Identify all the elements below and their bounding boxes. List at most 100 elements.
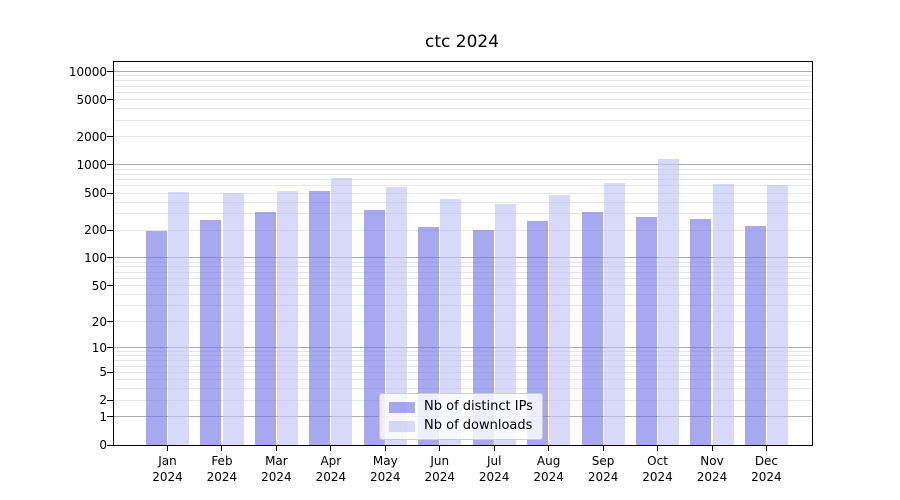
x-axis-tick <box>765 445 767 451</box>
x-axis-tick-label: Sep 2024 <box>587 454 619 484</box>
gridline-minor <box>114 379 812 381</box>
x-axis-tick-label: Jul 2024 <box>478 454 510 484</box>
bar-distinct-ips <box>635 216 657 445</box>
y-axis-tick <box>107 192 114 194</box>
bar-downloads <box>494 203 516 445</box>
gridline-minor <box>114 201 812 203</box>
chart-title: ctc 2024 <box>424 32 500 52</box>
y-axis-tick-label: 50 <box>91 278 107 293</box>
y-axis-tick-label: 5000 <box>76 92 107 107</box>
x-axis-tick-label: Nov 2024 <box>696 454 728 484</box>
gridline-major <box>114 71 812 73</box>
gridline-minor <box>114 277 812 279</box>
y-axis-tick-label: 20 <box>91 314 107 329</box>
bar-downloads <box>168 192 190 445</box>
gridline-minor <box>114 285 812 287</box>
gridline-minor <box>114 136 812 138</box>
y-axis-tick-label: 1 <box>99 409 107 424</box>
bar-distinct-ips <box>200 220 222 445</box>
legend: Nb of distinct IPs Nb of downloads <box>379 393 543 440</box>
y-axis-tick-label: 5 <box>99 365 107 380</box>
x-axis-tick <box>657 445 659 451</box>
x-axis-tick-label: Dec 2024 <box>751 454 782 484</box>
gridline-minor <box>114 355 812 357</box>
y-axis-tick <box>107 347 114 349</box>
legend-swatch-downloads <box>389 420 415 432</box>
x-axis-tick <box>167 445 168 451</box>
bar-downloads <box>385 187 407 445</box>
gridline-minor <box>114 178 812 180</box>
gridline-minor <box>114 360 812 362</box>
y-axis-tick <box>107 416 114 418</box>
bar-downloads <box>440 199 462 445</box>
bar-downloads <box>222 192 244 445</box>
gridline-minor <box>114 75 812 77</box>
legend-label-distinct-ips: Nb of distinct IPs <box>424 399 533 414</box>
y-axis-tick-label: 1000 <box>76 157 107 172</box>
bar-downloads <box>331 178 353 445</box>
x-axis-tick-label: Aug 2024 <box>533 454 564 484</box>
y-axis-tick <box>107 229 114 231</box>
gridline-minor <box>114 305 812 307</box>
bar-downloads <box>767 185 789 445</box>
y-axis-tick <box>107 71 114 73</box>
gridline-minor <box>114 99 812 101</box>
gridline-minor <box>114 271 812 273</box>
x-axis-tick <box>602 445 604 451</box>
bar-downloads <box>603 182 625 445</box>
gridline-minor <box>114 229 812 231</box>
x-axis-tick <box>384 445 386 451</box>
gridline-minor <box>114 388 812 390</box>
bar-distinct-ips <box>254 211 276 445</box>
y-axis-tick <box>107 321 114 323</box>
gridline-minor <box>114 173 812 175</box>
gridline-minor <box>114 168 812 170</box>
legend-swatch-distinct-ips <box>389 401 415 413</box>
bar-downloads <box>277 190 298 445</box>
gridline-minor <box>114 80 812 82</box>
bar-downloads <box>712 184 734 445</box>
x-axis-tick-label: Jun 2024 <box>424 454 456 484</box>
x-axis-tick-label: Oct 2024 <box>642 454 673 484</box>
gridline-minor <box>114 293 812 295</box>
x-axis-tick <box>439 445 441 451</box>
gridline-minor <box>114 108 812 110</box>
gridline-minor <box>114 192 812 194</box>
y-axis-tick-label: 100 <box>84 250 107 265</box>
x-axis-tick-label: Jan 2024 <box>152 454 183 484</box>
x-axis-tick <box>275 445 277 451</box>
x-axis-tick <box>493 445 495 451</box>
x-axis-tick-label: Apr 2024 <box>315 454 347 484</box>
legend-label-downloads: Nb of downloads <box>424 418 533 433</box>
y-axis-tick-label: 500 <box>84 186 107 201</box>
bar-downloads <box>549 195 571 445</box>
x-axis-tick <box>711 445 713 451</box>
y-axis-tick-label: 2000 <box>76 129 107 144</box>
gridline-major <box>114 164 812 166</box>
gridline-minor <box>114 351 812 353</box>
y-axis-tick-label: 0 <box>99 438 107 452</box>
y-axis-tick-label: 2 <box>99 393 107 408</box>
x-axis-tick-label: May 2024 <box>370 454 401 484</box>
x-axis-tick <box>221 445 223 451</box>
gridline-minor <box>114 91 812 93</box>
y-axis-tick <box>107 164 114 166</box>
gridline-major <box>114 257 812 259</box>
plot-area: 0 1 2 5 10 20 50 100 200 500 1000 2000 5000 10000 Jan … <box>69 61 813 484</box>
x-axis-tick-label: Feb 2024 <box>206 454 238 484</box>
bar-distinct-ips <box>744 226 766 445</box>
x-axis-tick <box>548 445 550 451</box>
bar-distinct-ips <box>581 211 603 445</box>
legend-item-distinct-ips: Nb of distinct IPs <box>389 399 533 415</box>
gridline-minor <box>114 365 812 367</box>
gridline-minor <box>114 213 812 215</box>
bar-distinct-ips <box>418 227 440 445</box>
y-axis-tick <box>107 285 114 287</box>
y-axis-tick-label: 200 <box>84 223 107 238</box>
legend-item-downloads: Nb of downloads <box>389 418 533 434</box>
gridline-minor <box>114 261 812 263</box>
gridline-major <box>114 347 812 349</box>
gridline-minor <box>114 321 812 323</box>
y-axis-tick <box>107 399 114 401</box>
